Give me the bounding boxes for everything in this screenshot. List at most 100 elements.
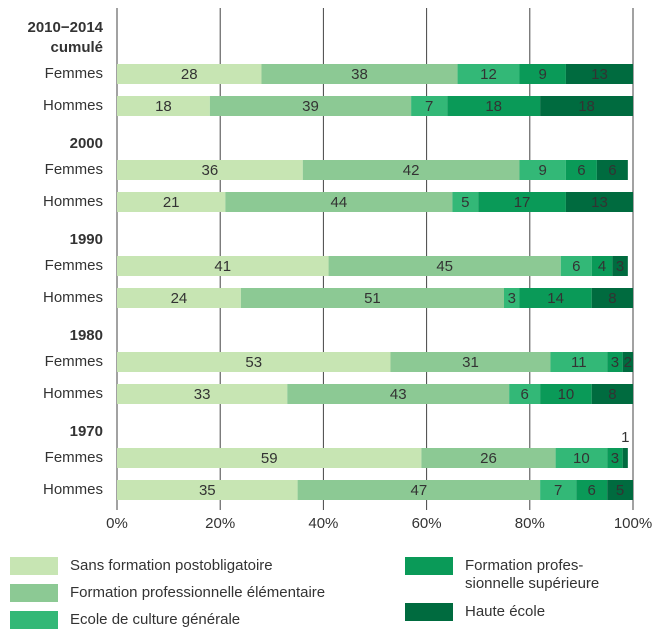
x-tick-label: 100% bbox=[614, 515, 652, 532]
y-tick-label: Hommes bbox=[43, 97, 103, 114]
value-label: 6 bbox=[577, 162, 585, 179]
group-label: 1970 bbox=[70, 423, 103, 440]
bar-segment bbox=[540, 96, 633, 116]
y-tick-label: Hommes bbox=[43, 289, 103, 306]
value-label: 4 bbox=[598, 258, 606, 275]
y-tick-label: Hommes bbox=[43, 385, 103, 402]
group-label: 1990 bbox=[70, 231, 103, 248]
bar-segment bbox=[328, 256, 561, 276]
x-tick-label: 40% bbox=[308, 515, 338, 532]
bar-segment bbox=[240, 288, 504, 308]
value-label: 41 bbox=[214, 258, 231, 275]
bar-segment bbox=[209, 96, 412, 116]
value-label: 1 bbox=[621, 429, 629, 446]
value-label: 10 bbox=[558, 386, 575, 403]
value-label: 5 bbox=[461, 194, 469, 211]
bar-segment bbox=[565, 192, 633, 212]
bar-segment bbox=[576, 480, 608, 500]
y-tick-label: Femmes bbox=[45, 353, 103, 370]
value-label: 31 bbox=[462, 354, 479, 371]
value-label: 13 bbox=[591, 194, 608, 211]
value-label: 6 bbox=[520, 386, 528, 403]
value-label: 28 bbox=[181, 66, 198, 83]
bar-segment bbox=[261, 64, 458, 84]
bar-segment bbox=[607, 352, 623, 372]
value-label: 6 bbox=[608, 162, 616, 179]
bar-segment bbox=[421, 448, 556, 468]
bar-segment bbox=[117, 480, 298, 500]
value-label: 3 bbox=[616, 258, 624, 275]
value-label: 13 bbox=[591, 66, 608, 83]
value-label: 10 bbox=[573, 450, 590, 467]
y-tick-label: Femmes bbox=[45, 257, 103, 274]
value-label: 43 bbox=[390, 386, 407, 403]
y-tick-label: Hommes bbox=[43, 481, 103, 498]
bar-segment bbox=[302, 160, 520, 180]
bar-segment bbox=[117, 288, 241, 308]
x-tick-label: 60% bbox=[412, 515, 442, 532]
bar-segment bbox=[565, 160, 597, 180]
value-label: 17 bbox=[514, 194, 531, 211]
bar-segment bbox=[622, 352, 633, 372]
bar-segment bbox=[117, 384, 288, 404]
y-tick-label: Hommes bbox=[43, 193, 103, 210]
x-tick-label: 20% bbox=[205, 515, 235, 532]
y-tick-label: Femmes bbox=[45, 449, 103, 466]
value-label: 9 bbox=[539, 162, 547, 179]
bar-segment bbox=[519, 288, 592, 308]
bar-segment bbox=[560, 256, 592, 276]
value-label: 14 bbox=[547, 290, 564, 307]
bar-segment bbox=[117, 352, 391, 372]
legend-label: Formation professionnelle élémentaire bbox=[70, 584, 326, 601]
bar-segment bbox=[607, 480, 633, 500]
bar-segment bbox=[457, 64, 520, 84]
value-label: 38 bbox=[351, 66, 368, 83]
group-label: cumulé bbox=[50, 39, 103, 56]
value-label: 33 bbox=[194, 386, 211, 403]
bar-segment bbox=[117, 160, 303, 180]
bar-segment bbox=[540, 480, 577, 500]
legend-swatch bbox=[10, 584, 58, 602]
value-label: 7 bbox=[425, 98, 433, 115]
value-label: 8 bbox=[608, 386, 616, 403]
value-label: 47 bbox=[411, 482, 428, 499]
bar-segment bbox=[565, 64, 633, 84]
bar-segment bbox=[519, 64, 566, 84]
bar-segment bbox=[555, 448, 608, 468]
bar-segment bbox=[612, 256, 628, 276]
bar-segment bbox=[540, 384, 592, 404]
y-tick-label: Femmes bbox=[45, 65, 103, 82]
value-label: 18 bbox=[155, 98, 172, 115]
value-label: 12 bbox=[480, 66, 497, 83]
value-label: 6 bbox=[588, 482, 596, 499]
value-label: 5 bbox=[616, 482, 624, 499]
value-label: 36 bbox=[202, 162, 219, 179]
x-tick-label: 0% bbox=[106, 515, 128, 532]
bar-segment bbox=[117, 448, 422, 468]
value-label: 18 bbox=[485, 98, 502, 115]
x-tick-label: 80% bbox=[515, 515, 545, 532]
group-label: 2010−2014 bbox=[28, 19, 104, 36]
value-label: 3 bbox=[508, 290, 516, 307]
value-label: 39 bbox=[302, 98, 319, 115]
bar-segment bbox=[591, 288, 633, 308]
legend-swatch bbox=[405, 557, 453, 575]
legend-label: Sans formation postobligatoire bbox=[70, 557, 273, 574]
value-label: 51 bbox=[364, 290, 381, 307]
value-label: 26 bbox=[480, 450, 497, 467]
bar-segment bbox=[225, 192, 453, 212]
bar-segment bbox=[591, 256, 613, 276]
value-label: 44 bbox=[331, 194, 348, 211]
legend-label: Formation profes- sionnelle supérieure bbox=[465, 557, 600, 592]
bar-segment bbox=[390, 352, 551, 372]
bar-segment bbox=[447, 96, 541, 116]
group-label: 2000 bbox=[70, 135, 103, 152]
legend-label: Ecole de culture générale bbox=[70, 611, 241, 628]
bar-segment bbox=[117, 64, 262, 84]
value-label: 59 bbox=[261, 450, 278, 467]
value-label: 3 bbox=[611, 450, 619, 467]
value-label: 53 bbox=[245, 354, 262, 371]
bar-segment bbox=[287, 384, 510, 404]
